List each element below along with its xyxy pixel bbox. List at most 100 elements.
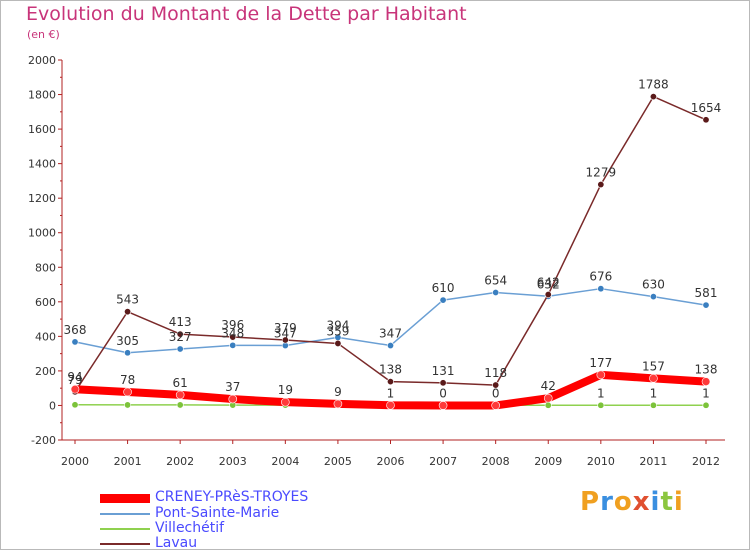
data-label: 177 [589, 356, 612, 370]
x-tick-label: 2010 [587, 455, 615, 468]
data-label: 1 [597, 386, 605, 400]
x-tick-label: 2000 [61, 455, 89, 468]
y-tick-label: 1600 [28, 123, 56, 136]
x-tick-label: 2007 [429, 455, 457, 468]
data-label: 0 [492, 386, 500, 400]
proxiti-logo: Proxiti [580, 487, 684, 517]
y-tick-label: 1800 [28, 89, 56, 102]
x-tick-label: 2009 [534, 455, 562, 468]
data-label: 1279 [586, 166, 617, 180]
data-point [333, 399, 343, 409]
data-label: 157 [642, 359, 665, 373]
data-point [228, 394, 238, 404]
data-label: 379 [274, 321, 297, 335]
chart-subtitle: (en €) [27, 28, 60, 41]
x-tick-label: 2004 [271, 455, 299, 468]
logo-letter: i [650, 487, 661, 517]
y-tick-label: 200 [35, 365, 56, 378]
data-label: 543 [116, 293, 139, 307]
y-tick-label: 2000 [28, 54, 56, 67]
data-label: 642 [537, 276, 560, 290]
data-point [281, 397, 290, 407]
data-point [649, 374, 658, 383]
data-label: 347 [379, 327, 402, 341]
data-label: 368 [64, 323, 87, 337]
data-point [386, 400, 395, 410]
y-tick-label: 0 [49, 399, 56, 412]
data-point [597, 401, 605, 409]
data-label: 654 [484, 273, 507, 287]
data-point [386, 378, 394, 386]
data-label: 0 [439, 386, 447, 400]
legend-label: Pont-Sainte-Marie [155, 505, 280, 521]
data-label: 61 [173, 376, 188, 390]
data-point [544, 401, 552, 409]
y-tick-label: 1400 [28, 158, 56, 171]
data-label: 630 [642, 278, 665, 292]
data-label: 327 [169, 330, 192, 344]
data-point [176, 330, 184, 338]
data-label: 37 [225, 380, 240, 394]
data-point [597, 285, 605, 293]
legend-label: Lavau [155, 535, 198, 551]
data-label: 1788 [638, 78, 669, 92]
data-point [492, 381, 500, 389]
data-point [439, 296, 447, 304]
data-label: 632 [537, 277, 560, 291]
x-tick-label: 2002 [166, 455, 194, 468]
data-label: 413 [169, 315, 192, 329]
logo-letter: x [632, 487, 651, 517]
data-point [649, 293, 657, 301]
x-tick-label: 2012 [692, 455, 720, 468]
data-label: 610 [432, 281, 455, 295]
data-point [596, 370, 606, 380]
data-point [124, 349, 132, 357]
data-point [70, 384, 80, 394]
data-point [124, 401, 132, 409]
data-point [71, 338, 79, 346]
legend-swatch [100, 513, 150, 515]
data-label: 305 [116, 334, 139, 348]
x-tick-label: 2005 [324, 455, 352, 468]
data-point [176, 345, 184, 353]
data-label: 118 [484, 366, 507, 380]
data-point [492, 288, 500, 296]
data-point [123, 387, 132, 397]
data-label: 348 [221, 326, 244, 340]
data-point [229, 333, 237, 341]
data-point [543, 393, 553, 403]
data-point [702, 116, 710, 124]
x-tick-label: 2008 [482, 455, 510, 468]
data-label: 359 [326, 324, 349, 338]
data-point [702, 401, 710, 409]
data-label: 1 [702, 386, 710, 400]
data-label: 1654 [691, 101, 722, 115]
y-tick-label: 1000 [28, 227, 56, 240]
data-label: 581 [695, 286, 718, 300]
data-point [438, 401, 448, 410]
legend-swatch [100, 543, 150, 545]
y-tick-label: -200 [31, 434, 56, 447]
y-tick-label: 1200 [28, 192, 56, 205]
data-label: 676 [589, 270, 612, 284]
data-label: 19 [278, 383, 293, 397]
data-point [176, 401, 184, 409]
data-label: 9 [334, 385, 342, 399]
y-tick-label: 600 [35, 296, 56, 309]
data-label: 394 [326, 318, 349, 332]
data-point [229, 341, 237, 349]
x-tick-label: 2006 [377, 455, 405, 468]
data-label: 138 [695, 363, 718, 377]
y-tick-label: 800 [35, 261, 56, 274]
data-point [175, 390, 185, 400]
data-point [281, 336, 289, 344]
data-point [491, 401, 500, 410]
data-point [649, 93, 657, 101]
chart-title: Evolution du Montant de la Dette par Hab… [26, 3, 467, 25]
x-tick-label: 2003 [219, 455, 247, 468]
logo-letter: P [580, 487, 601, 517]
data-label: 1 [387, 386, 395, 400]
legend-label: Villechétif [155, 520, 225, 536]
